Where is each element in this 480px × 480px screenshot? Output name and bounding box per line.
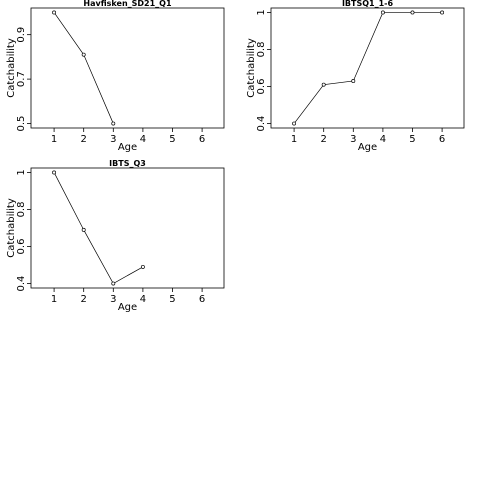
data-point xyxy=(81,227,86,232)
x-tick-label: 2 xyxy=(81,134,87,145)
y-tick-label: 0.9 xyxy=(16,27,27,43)
chart-title: Havfisken_SD21_Q1 xyxy=(83,0,172,8)
y-tick-label: 0.6 xyxy=(256,79,267,95)
chart-title: IBTS_Q3 xyxy=(109,159,146,168)
x-axis-label: Age xyxy=(118,142,137,153)
x-tick-label: 3 xyxy=(350,134,356,145)
x-tick-label: 6 xyxy=(199,294,205,305)
y-tick-label: 1 xyxy=(256,9,267,15)
data-point xyxy=(140,264,145,269)
data-point xyxy=(380,10,385,15)
plot-frame xyxy=(270,7,465,129)
data-point xyxy=(111,121,116,126)
data-point xyxy=(351,79,356,83)
x-tick-label: 4 xyxy=(380,134,386,145)
y-tick-label: 0.7 xyxy=(16,71,27,87)
x-tick-label: 2 xyxy=(81,294,87,305)
y-tick-label: 0.8 xyxy=(16,202,27,218)
y-tick-label: 0.8 xyxy=(256,42,267,58)
data-point xyxy=(292,121,297,126)
x-tick-label: 5 xyxy=(409,134,415,145)
chart-title: IBTSQ1_1-6 xyxy=(342,0,394,8)
data-point xyxy=(410,10,415,15)
x-tick-label: 2 xyxy=(321,134,327,145)
data-point xyxy=(111,281,116,286)
x-tick-label: 4 xyxy=(140,294,146,305)
y-tick-label: 0.4 xyxy=(256,116,267,132)
x-tick-label: 3 xyxy=(110,294,116,305)
data-point xyxy=(52,10,57,15)
data-point xyxy=(440,10,445,15)
y-axis-label: Catchability xyxy=(6,38,17,98)
y-tick-label: 0.5 xyxy=(16,116,27,132)
data-point xyxy=(321,82,326,87)
x-axis-label: Age xyxy=(358,142,377,153)
x-tick-label: 3 xyxy=(110,134,116,145)
x-tick-label: 5 xyxy=(169,294,175,305)
x-axis-label: Age xyxy=(118,302,137,313)
x-tick-label: 4 xyxy=(140,134,146,145)
data-point xyxy=(81,52,86,57)
y-axis-label: Catchability xyxy=(6,198,17,258)
data-line xyxy=(53,172,144,285)
data-point xyxy=(52,170,57,175)
y-axis-label: Catchability xyxy=(246,38,257,98)
x-tick-label: 6 xyxy=(199,134,205,145)
x-tick-label: 5 xyxy=(169,134,175,145)
x-tick-label: 6 xyxy=(439,134,445,145)
x-tick-label: 1 xyxy=(51,134,57,145)
x-tick-label: 1 xyxy=(291,134,297,145)
data-line xyxy=(293,12,443,124)
data-line xyxy=(53,12,114,124)
plot-frame xyxy=(30,167,225,289)
y-tick-label: 0.6 xyxy=(16,239,27,255)
plot-frame xyxy=(30,7,225,129)
x-tick-label: 1 xyxy=(51,294,57,305)
y-tick-label: 1 xyxy=(16,169,27,175)
y-tick-label: 0.4 xyxy=(16,276,27,292)
